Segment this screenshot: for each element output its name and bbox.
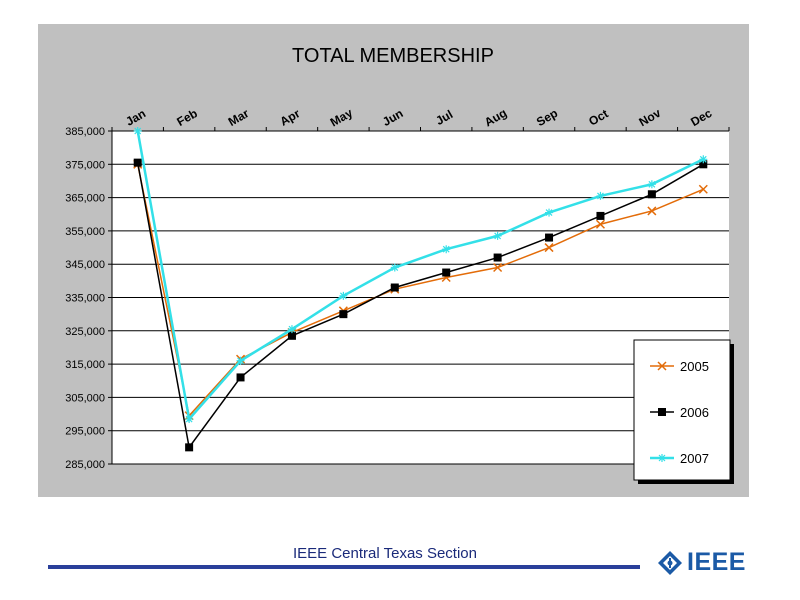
- data-point-2006: [442, 268, 451, 277]
- data-point-2006: [236, 373, 245, 382]
- series-line-2007: [136, 130, 704, 422]
- legend-label-2007: 2007: [680, 451, 709, 466]
- data-point-2005: [595, 219, 605, 229]
- data-point-2007: [442, 245, 451, 254]
- y-tick-label: 295,000: [65, 426, 105, 438]
- y-tick-label: 285,000: [65, 459, 105, 471]
- ieee-logo: IEEE: [657, 548, 746, 577]
- y-tick-label: 305,000: [65, 392, 105, 404]
- y-tick-label: 345,000: [65, 259, 105, 271]
- ieee-diamond-icon: [658, 550, 682, 575]
- data-point-2006: [647, 190, 656, 199]
- data-point-2007: [545, 208, 554, 217]
- data-point-2006: [699, 160, 708, 169]
- y-tick-label: 355,000: [65, 226, 105, 238]
- data-point-2007: [236, 356, 245, 365]
- data-point-2007: [339, 291, 348, 300]
- legend-label-2006: 2006: [680, 405, 709, 420]
- data-point-2007: [699, 155, 708, 164]
- data-point-2007: [287, 325, 296, 334]
- series-line-2005: [136, 164, 704, 418]
- data-point-2006: [545, 233, 554, 242]
- data-point-2007: [390, 263, 399, 272]
- series-lines: [133, 127, 708, 452]
- legend-label-2005: 2005: [680, 359, 709, 374]
- footer-divider: [48, 565, 640, 569]
- data-point-2007: [493, 231, 502, 240]
- data-point-2007: [133, 127, 142, 135]
- y-tick-label: 375,000: [65, 159, 105, 171]
- legend-marker-2005: [657, 361, 667, 371]
- data-point-2006: [133, 158, 142, 167]
- membership-chart: TOTAL MEMBERSHIP 285,000 295,000 305,000 31…: [38, 24, 749, 497]
- y-tick-label: 315,000: [65, 359, 105, 371]
- y-tick-label: 325,000: [65, 326, 105, 338]
- data-point-2006: [339, 310, 348, 319]
- data-point-2005: [698, 184, 708, 194]
- legend-box: [633, 339, 731, 481]
- data-point-2005: [647, 206, 657, 216]
- legend: 2005 2006 2007: [633, 339, 734, 484]
- footer-title: IEEE Central Texas Section: [293, 545, 477, 562]
- ieee-logo-text: IEEE: [687, 548, 746, 576]
- series-line-2006: [136, 162, 704, 450]
- data-point-2007: [185, 415, 194, 424]
- data-point-2006: [596, 211, 605, 220]
- data-point-2007: [596, 191, 605, 200]
- legend-marker-2007: [658, 454, 666, 462]
- y-tick-label: 385,000: [65, 126, 105, 138]
- data-point-2006: [185, 443, 194, 452]
- y-tick-label: 365,000: [65, 193, 105, 205]
- data-point-2005: [544, 243, 554, 253]
- legend-marker-2006: [658, 408, 666, 416]
- data-point-2006: [493, 253, 502, 262]
- data-point-2006: [390, 283, 399, 292]
- y-tick-label: 335,000: [65, 293, 105, 305]
- data-point-2007: [647, 180, 656, 189]
- chart-title: TOTAL MEMBERSHIP: [292, 45, 494, 67]
- data-point-2006: [287, 331, 296, 340]
- data-point-2005: [493, 262, 503, 273]
